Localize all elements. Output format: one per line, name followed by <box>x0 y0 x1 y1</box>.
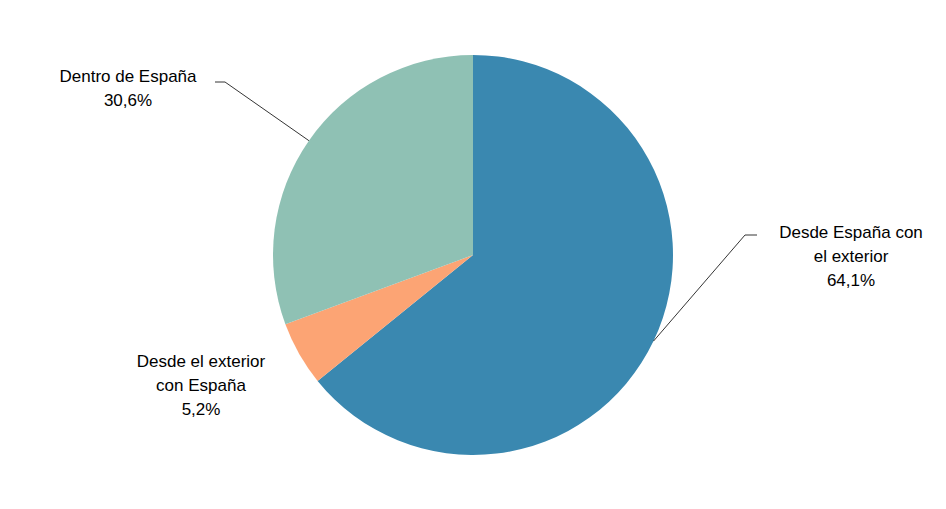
category-label: Desde España conel exterior <box>779 223 923 266</box>
value-label: 30,6% <box>104 91 152 110</box>
slices <box>273 55 673 455</box>
leader-line <box>654 235 757 341</box>
value-label: 64,1% <box>827 271 875 290</box>
labels: Desde España conel exterior 64,1% Desde el… <box>59 67 922 419</box>
category-label: Dentro de España <box>59 67 197 86</box>
chart: Desde España conel exterior 64,1% Desde el… <box>0 0 946 509</box>
leader-line <box>215 82 309 141</box>
value-label: 5,2% <box>182 400 221 419</box>
slice <box>273 55 473 324</box>
category-label: Desde el exteriorcon España <box>137 352 266 395</box>
